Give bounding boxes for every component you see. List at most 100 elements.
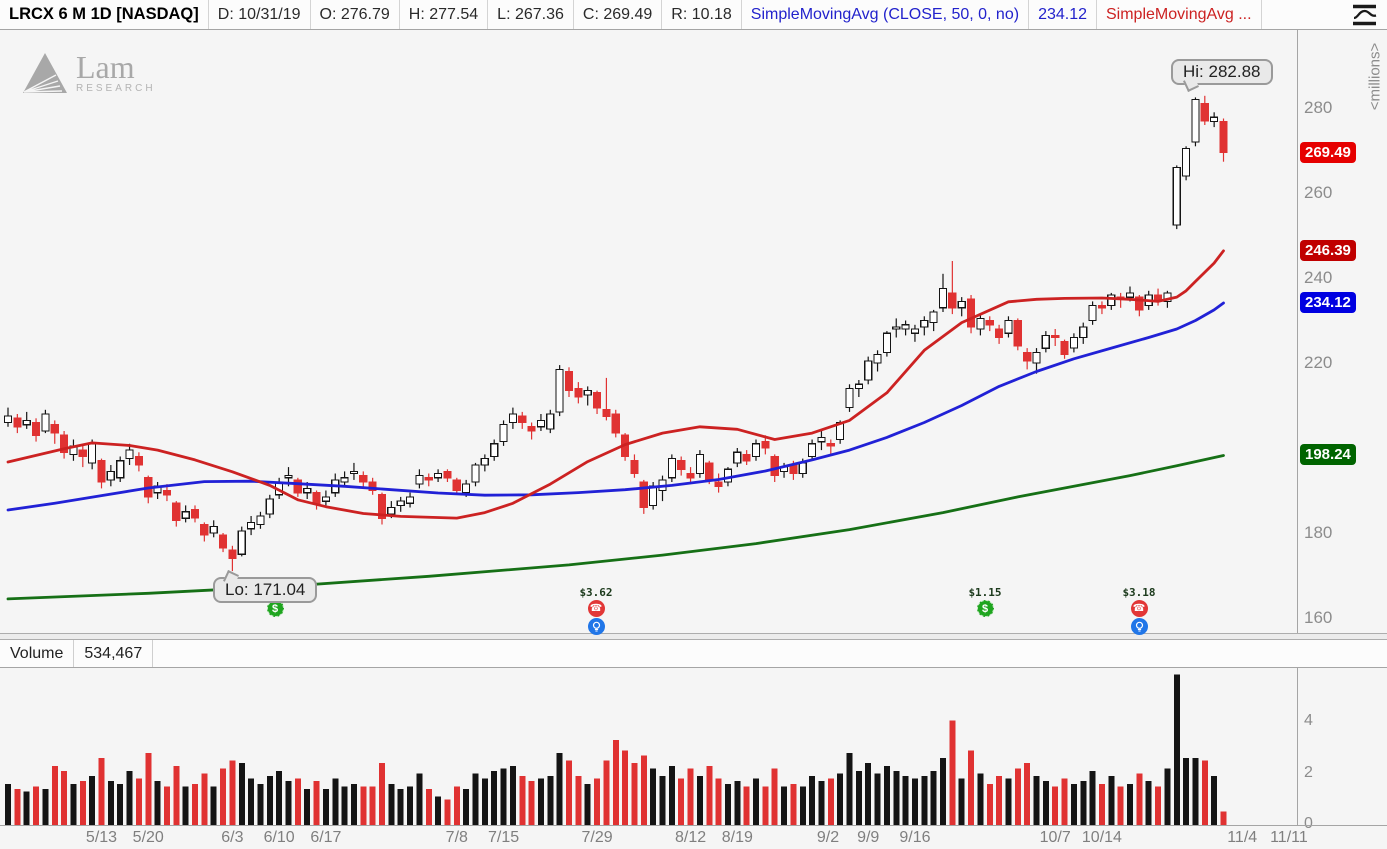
volume-bar [827, 778, 834, 825]
volume-bar [930, 770, 937, 825]
candlestick [751, 439, 761, 461]
price-chart-pane: Lam RESEARCH 280 260 240 220 180 160 269.49 246… [0, 30, 1387, 635]
candlestick [564, 367, 574, 397]
high-callout: Hi: 282.88 [1171, 59, 1273, 85]
candlestick [31, 418, 41, 442]
candlestick [321, 490, 330, 506]
volume-bar [1164, 768, 1171, 825]
volume-bar [135, 778, 142, 825]
volume-bar [874, 773, 881, 825]
toolbar-field[interactable]: L: 267.36 [488, 0, 574, 29]
volume-bar [407, 786, 414, 825]
volume-bar [89, 776, 96, 825]
toolbar-field[interactable]: C: 269.49 [574, 0, 663, 29]
symbol-title[interactable]: LRCX 6 M 1D [NASDAQ] [0, 0, 209, 29]
price-axis[interactable]: 280 260 240 220 180 160 269.49 246.39 234.12 198.… [1297, 30, 1387, 633]
volume-header: Volume 534,467 [0, 640, 1387, 668]
volume-bar [481, 778, 488, 825]
candlestick [807, 439, 817, 461]
volume-bar [1061, 778, 1068, 825]
volume-bar [397, 789, 404, 825]
candlestick [714, 473, 723, 493]
volume-tick-label: 0 [1304, 815, 1313, 832]
volume-bar [594, 778, 600, 825]
volume-bar [173, 765, 180, 825]
date-tick-label: 11/4 [1227, 829, 1258, 846]
candlestick [340, 471, 349, 487]
candlestick [536, 414, 546, 431]
volume-bar [1183, 758, 1190, 825]
volume-indicator-label[interactable]: Volume [0, 640, 75, 667]
volume-bar [332, 778, 339, 825]
pane-separator[interactable] [0, 633, 1387, 640]
toolbar-field[interactable]: H: 277.54 [400, 0, 489, 29]
toolbar-field[interactable]: 234.12 [1029, 0, 1097, 29]
toolbar-field[interactable]: SimpleMovingAvg ... [1097, 0, 1262, 29]
candlestick [1004, 316, 1013, 338]
date-tick-label: 10/7 [1039, 829, 1071, 846]
candlestick [1013, 318, 1022, 351]
earnings-phone-icon[interactable]: ☎ [587, 600, 605, 617]
volume-bar [1145, 781, 1152, 825]
volume-bar [1127, 783, 1133, 825]
dividend-dollar-icon[interactable]: $ [976, 600, 994, 617]
volume-bar [229, 760, 236, 825]
idea-bulb-icon[interactable] [1130, 618, 1148, 635]
candlestick [882, 331, 892, 357]
date-tick-label: 9/9 [857, 829, 880, 846]
toolbar-field[interactable]: SimpleMovingAvg (CLOSE, 50, 0, no) [742, 0, 1030, 29]
price-tick-label: 240 [1304, 268, 1333, 287]
volume-bar [949, 720, 956, 825]
candlestick-plot[interactable] [0, 30, 1297, 633]
candlestick [508, 407, 517, 429]
earnings-phone-icon[interactable]: ☎ [1130, 600, 1148, 617]
volume-bar [1155, 786, 1161, 825]
event-marker: $3.62 ☎ [570, 586, 622, 635]
candlestick [639, 479, 648, 514]
volume-bar [1099, 783, 1105, 825]
volume-bar [659, 776, 666, 825]
candlestick [845, 384, 854, 412]
candlestick [854, 380, 864, 397]
candlestick [247, 516, 256, 536]
idea-bulb-icon[interactable] [587, 618, 605, 635]
volume-bar [220, 768, 226, 825]
candlestick [59, 431, 69, 459]
candlestick [377, 492, 387, 525]
candlestick [312, 490, 321, 510]
volume-bar [1033, 776, 1040, 825]
candlestick [200, 522, 209, 542]
candlestick [864, 356, 873, 385]
toolbar-field[interactable]: O: 276.79 [311, 0, 400, 29]
date-tick-label: 5/13 [85, 829, 118, 846]
volume-bar [846, 752, 853, 825]
candlestick [1153, 288, 1163, 306]
date-tick-label: 7/8 [445, 829, 468, 846]
lam-research-watermark: Lam RESEARCH [22, 51, 156, 94]
toolbar-field[interactable]: R: 10.18 [662, 0, 742, 29]
lam-logo-triangle-icon [23, 53, 67, 93]
volume-bar [668, 765, 675, 825]
volume-bar [1024, 763, 1031, 825]
candlestick [125, 443, 134, 465]
candlestick [985, 316, 994, 332]
event-amount-label: $3.18 [1122, 586, 1156, 599]
volume-bar [79, 781, 86, 825]
volume-bar [743, 786, 750, 825]
chart-toolbar: LRCX 6 M 1D [NASDAQ] D: 10/31/19 O: 276.7… [0, 0, 1387, 30]
event-amount-label: $1.15 [968, 586, 1002, 599]
volume-bar [837, 773, 844, 825]
volume-bar [33, 786, 39, 825]
volume-bar [1136, 773, 1143, 825]
volume-bar [154, 781, 161, 825]
candlestick [106, 465, 115, 487]
date-tick-label: 9/16 [899, 829, 931, 846]
moving-average-curve-icon[interactable] [1350, 3, 1380, 27]
volume-bar [1005, 778, 1012, 825]
volume-bar [1089, 770, 1096, 825]
toolbar-field[interactable]: D: 10/31/19 [209, 0, 311, 29]
volume-bar [61, 770, 68, 825]
volume-pane[interactable]: 4 2 0 [0, 668, 1387, 832]
candlestick [611, 409, 620, 438]
volume-value[interactable]: 534,467 [74, 640, 154, 667]
